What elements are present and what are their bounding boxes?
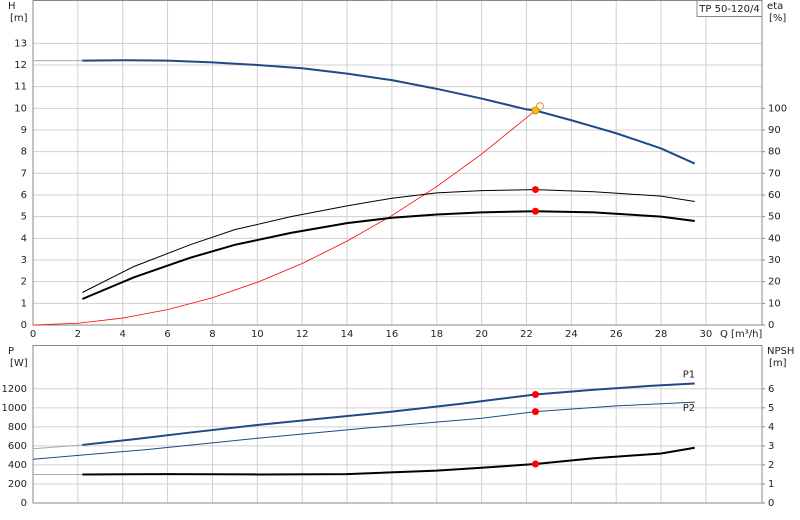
y-tick-label: 1000 (2, 403, 27, 414)
plot-frame (32, 345, 763, 504)
y-tick-label: 12 (14, 60, 27, 71)
y2-tick-label: 4 (768, 422, 774, 433)
operating-point (531, 460, 539, 468)
curve (32, 401, 695, 460)
operating-point (531, 207, 539, 215)
x-tick-label: 10 (251, 329, 264, 340)
x-tick-label: 22 (520, 329, 533, 340)
y2-tick-label: 50 (768, 212, 781, 223)
y-axis-unit: [m] (10, 13, 28, 24)
y2-axis-label: NPSH (767, 346, 794, 357)
x-tick-label: 8 (209, 329, 215, 340)
operating-point (531, 390, 539, 398)
y2-tick-label: 6 (768, 384, 774, 395)
y2-tick-label: 30 (768, 255, 781, 266)
x-tick-label: 6 (164, 329, 170, 340)
operating-point (531, 106, 540, 115)
y-tick-label: 0 (21, 498, 27, 509)
y-tick-label: 2 (21, 277, 27, 288)
series-label: P2 (683, 403, 695, 414)
curve (82, 59, 696, 165)
y2-axis-unit: [m] (769, 358, 787, 369)
x-axis-label: Q [m³/h] (720, 329, 762, 340)
y-tick-label: 11 (14, 82, 27, 93)
y2-tick-label: 100 (768, 103, 787, 114)
x-tick-label: 18 (430, 329, 443, 340)
y-tick-label: 600 (8, 441, 27, 452)
x-tick-label: 14 (341, 329, 354, 340)
y-tick-label: 0 (21, 320, 27, 331)
y2-tick-label: 10 (768, 298, 781, 309)
y2-tick-label: 70 (768, 168, 781, 179)
x-tick-label: 24 (565, 329, 578, 340)
y2-tick-label: 60 (768, 190, 781, 201)
x-tick-label: 30 (700, 329, 713, 340)
y-tick-label: 10 (14, 103, 27, 114)
y2-tick-label: 1 (768, 479, 774, 490)
y-tick-label: 13 (14, 38, 27, 49)
x-tick-label: 20 (475, 329, 488, 340)
y2-tick-label: 90 (768, 125, 781, 136)
y-tick-label: 5 (21, 212, 27, 223)
curve (81, 210, 695, 300)
y2-tick-label: 3 (768, 441, 774, 452)
y-tick-label: 200 (8, 479, 27, 490)
y-tick-label: 9 (21, 125, 27, 136)
annotation: TP 50-120/4 (698, 4, 759, 15)
y2-tick-label: 80 (768, 147, 781, 158)
series-label: P1 (683, 370, 695, 381)
y2-tick-label: 5 (768, 403, 774, 414)
curve (82, 189, 695, 293)
y2-tick-label: 20 (768, 277, 781, 288)
curve (32, 444, 83, 450)
x-tick-label: 16 (386, 329, 399, 340)
y-tick-label: 3 (21, 255, 27, 266)
y2-tick-label: 0 (768, 320, 774, 331)
y-tick-label: 4 (21, 233, 27, 244)
y-axis-unit: [W] (10, 358, 28, 369)
y-tick-label: 1 (21, 298, 27, 309)
y-tick-label: 8 (21, 147, 27, 158)
y-tick-label: 7 (21, 168, 27, 179)
y-tick-label: 1200 (2, 384, 27, 395)
y-tick-label: 400 (8, 460, 27, 471)
operating-point (531, 186, 539, 194)
plot-frame (32, 0, 763, 326)
y-axis-label: H (8, 1, 16, 12)
y2-axis-label: eta (767, 1, 783, 12)
y2-tick-label: 0 (768, 498, 774, 509)
x-tick-label: 28 (655, 329, 668, 340)
x-tick-label: 2 (75, 329, 81, 340)
y-tick-label: 800 (8, 422, 27, 433)
y2-tick-label: 40 (768, 233, 781, 244)
x-tick-label: 4 (120, 329, 126, 340)
y2-axis-unit: [%] (769, 13, 786, 24)
curve (82, 382, 695, 446)
x-tick-label: 0 (30, 329, 36, 340)
y-axis-label: P (8, 346, 14, 357)
x-tick-label: 26 (610, 329, 623, 340)
operating-point (531, 408, 539, 416)
curve (32, 110, 536, 326)
y-tick-label: 6 (21, 190, 27, 201)
annotation-box (696, 0, 763, 17)
curve (82, 446, 695, 476)
x-tick-label: 12 (296, 329, 309, 340)
y2-tick-label: 2 (768, 460, 774, 471)
